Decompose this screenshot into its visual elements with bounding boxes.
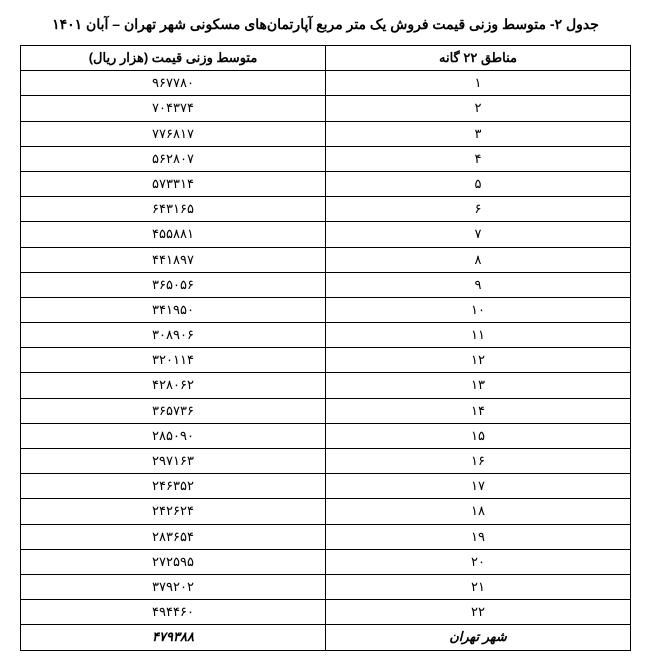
table-row: ۲۰۲۷۲۵۹۵	[21, 549, 631, 574]
price-cell: ۴۹۴۴۶۰	[21, 600, 326, 625]
table-row: ۱۰۳۴۱۹۵۰	[21, 297, 631, 322]
table-title: جدول ۲- متوسط وزنی قیمت فروش یک متر مربع…	[20, 16, 631, 33]
district-cell: ۹	[326, 272, 631, 297]
district-cell: ۱۲	[326, 348, 631, 373]
district-cell: ۱۷	[326, 474, 631, 499]
price-cell: ۳۶۵۰۵۶	[21, 272, 326, 297]
table-row: ۱۱۳۰۸۹۰۶	[21, 323, 631, 348]
price-cell: ۵۷۳۳۱۴	[21, 171, 326, 196]
table-row: ۲۲۴۹۴۴۶۰	[21, 600, 631, 625]
table-body: ۱۹۶۷۷۸۰۲۷۰۴۳۷۴۳۷۷۶۸۱۷۴۵۶۲۸۰۷۵۵۷۳۳۱۴۶۶۴۳۱…	[21, 71, 631, 650]
district-cell: ۴	[326, 146, 631, 171]
price-cell: ۳۰۸۹۰۶	[21, 323, 326, 348]
price-cell: ۲۴۶۳۵۲	[21, 474, 326, 499]
table-row: ۱۶۲۹۷۱۶۳	[21, 449, 631, 474]
total-district-cell: شهر تهران	[326, 625, 631, 650]
district-cell: ۱۵	[326, 423, 631, 448]
col-header-price: متوسط وزنی قیمت (هزار ریال)	[21, 46, 326, 71]
price-cell: ۲۸۵۰۹۰	[21, 423, 326, 448]
table-row: ۱۹۲۸۳۶۵۴	[21, 524, 631, 549]
price-cell: ۴۲۸۰۶۲	[21, 373, 326, 398]
table-row: ۱۳۴۲۸۰۶۲	[21, 373, 631, 398]
table-row: ۱۵۲۸۵۰۹۰	[21, 423, 631, 448]
price-cell: ۶۴۳۱۶۵	[21, 197, 326, 222]
district-cell: ۶	[326, 197, 631, 222]
table-row: ۱۴۳۶۵۷۳۶	[21, 398, 631, 423]
table-row: ۱۲۳۲۰۱۱۴	[21, 348, 631, 373]
price-cell: ۲۸۳۶۵۴	[21, 524, 326, 549]
district-cell: ۱	[326, 71, 631, 96]
table-row: ۱۸۲۴۲۶۲۴	[21, 499, 631, 524]
table-row: ۵۵۷۳۳۱۴	[21, 171, 631, 196]
price-table: مناطق ۲۲ گانه متوسط وزنی قیمت (هزار ریال…	[20, 45, 631, 651]
district-cell: ۱۰	[326, 297, 631, 322]
table-row: ۲۷۰۴۳۷۴	[21, 96, 631, 121]
district-cell: ۲	[326, 96, 631, 121]
table-row: ۷۴۵۵۸۸۱	[21, 222, 631, 247]
table-row: ۴۵۶۲۸۰۷	[21, 146, 631, 171]
price-cell: ۳۲۰۱۱۴	[21, 348, 326, 373]
district-cell: ۱۸	[326, 499, 631, 524]
price-cell: ۷۷۶۸۱۷	[21, 121, 326, 146]
table-row: ۸۴۴۱۸۹۷	[21, 247, 631, 272]
price-cell: ۵۶۲۸۰۷	[21, 146, 326, 171]
district-cell: ۳	[326, 121, 631, 146]
table-row: ۹۳۶۵۰۵۶	[21, 272, 631, 297]
district-cell: ۵	[326, 171, 631, 196]
district-cell: ۱۹	[326, 524, 631, 549]
price-cell: ۴۴۱۸۹۷	[21, 247, 326, 272]
header-row: مناطق ۲۲ گانه متوسط وزنی قیمت (هزار ریال…	[21, 46, 631, 71]
table-row: ۱۷۲۴۶۳۵۲	[21, 474, 631, 499]
table-row: ۳۷۷۶۸۱۷	[21, 121, 631, 146]
district-cell: ۸	[326, 247, 631, 272]
table-row: ۱۹۶۷۷۸۰	[21, 71, 631, 96]
price-cell: ۳۷۹۲۰۲	[21, 574, 326, 599]
price-cell: ۳۶۵۷۳۶	[21, 398, 326, 423]
price-cell: ۷۰۴۳۷۴	[21, 96, 326, 121]
district-cell: ۲۲	[326, 600, 631, 625]
price-cell: ۲۷۲۵۹۵	[21, 549, 326, 574]
table-row: ۶۶۴۳۱۶۵	[21, 197, 631, 222]
district-cell: ۲۰	[326, 549, 631, 574]
district-cell: ۱۴	[326, 398, 631, 423]
price-cell: ۹۶۷۷۸۰	[21, 71, 326, 96]
total-row: شهر تهران۴۷۹۳۸۸	[21, 625, 631, 650]
district-cell: ۱۱	[326, 323, 631, 348]
price-cell: ۲۴۲۶۲۴	[21, 499, 326, 524]
col-header-district: مناطق ۲۲ گانه	[326, 46, 631, 71]
district-cell: ۱۳	[326, 373, 631, 398]
district-cell: ۷	[326, 222, 631, 247]
total-price-cell: ۴۷۹۳۸۸	[21, 625, 326, 650]
price-cell: ۳۴۱۹۵۰	[21, 297, 326, 322]
price-cell: ۲۹۷۱۶۳	[21, 449, 326, 474]
table-row: ۲۱۳۷۹۲۰۲	[21, 574, 631, 599]
district-cell: ۲۱	[326, 574, 631, 599]
price-cell: ۴۵۵۸۸۱	[21, 222, 326, 247]
district-cell: ۱۶	[326, 449, 631, 474]
